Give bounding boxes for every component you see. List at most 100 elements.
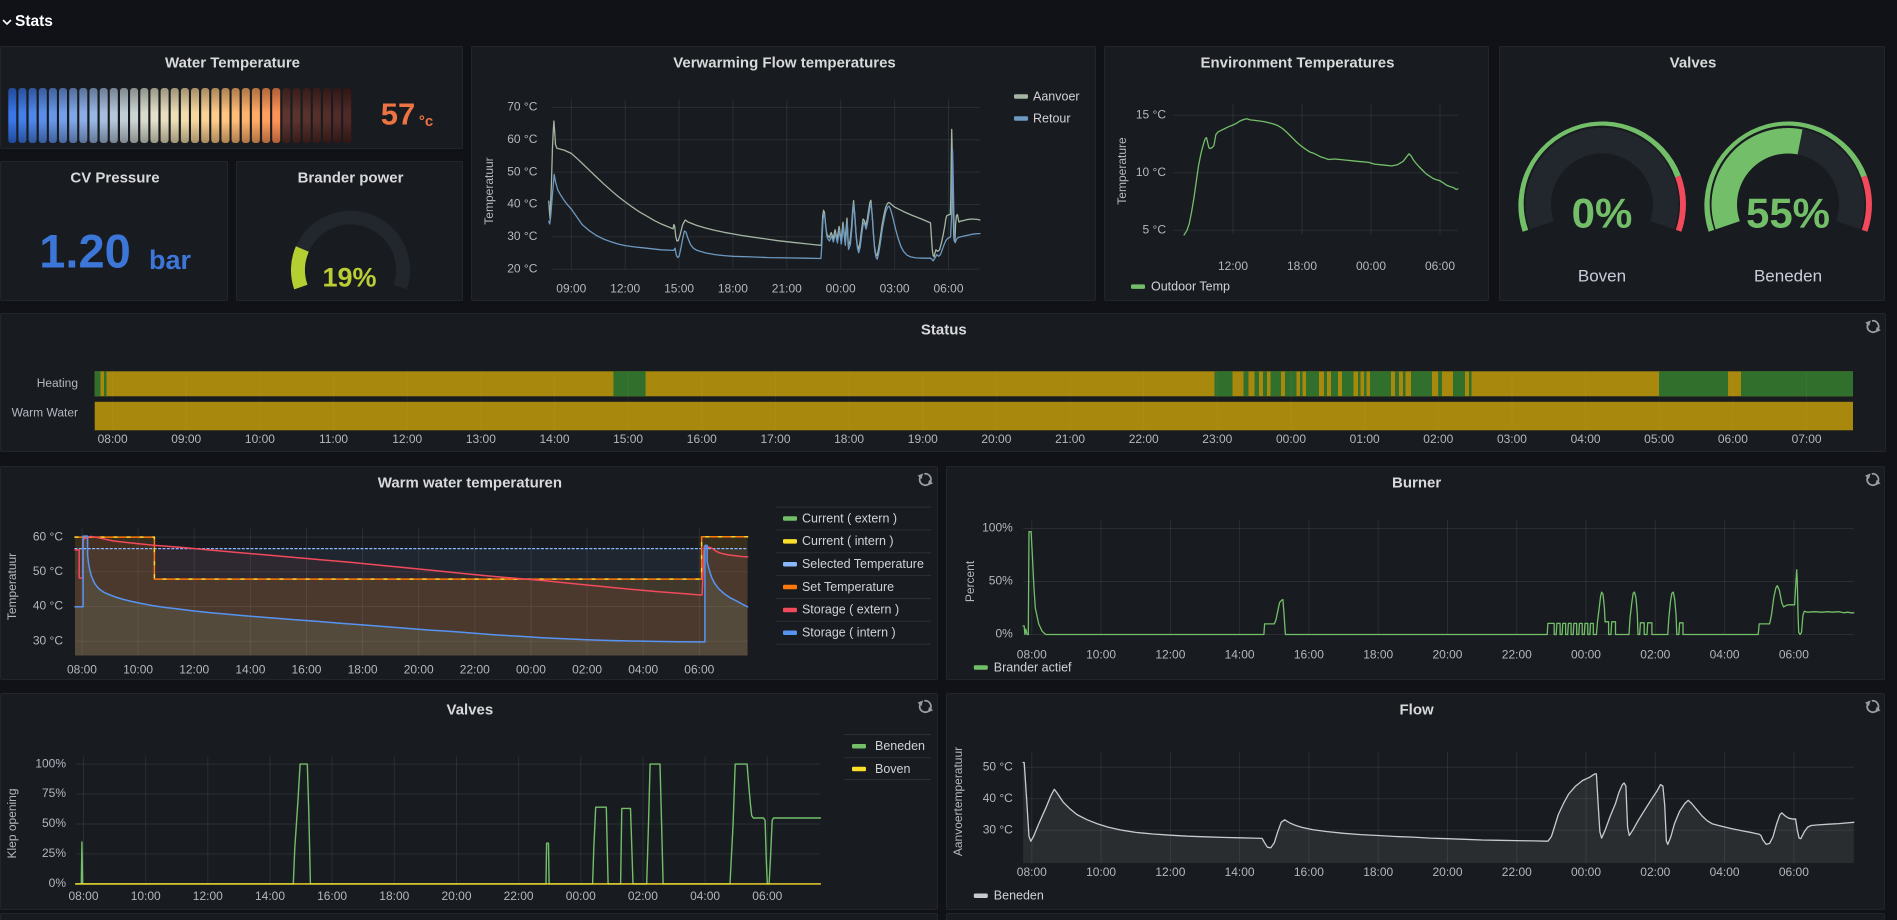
svg-text:Storage ( extern ): Storage ( extern ) xyxy=(802,602,899,616)
svg-text:Boven: Boven xyxy=(1578,266,1626,285)
svg-text:20:00: 20:00 xyxy=(1433,865,1463,879)
svg-text:04:00: 04:00 xyxy=(628,662,658,676)
svg-text:15 °C: 15 °C xyxy=(1136,107,1166,121)
svg-text:Outdoor Temp: Outdoor Temp xyxy=(1151,279,1230,293)
svg-text:21:00: 21:00 xyxy=(1055,432,1085,446)
svg-text:13:00: 13:00 xyxy=(466,432,496,446)
svg-text:bar: bar xyxy=(149,245,192,275)
svg-text:04:00: 04:00 xyxy=(1710,647,1740,661)
svg-text:14:00: 14:00 xyxy=(255,889,285,903)
svg-text:15:00: 15:00 xyxy=(664,281,694,295)
svg-text:10:00: 10:00 xyxy=(131,889,161,903)
svg-text:0%: 0% xyxy=(1572,190,1633,237)
svg-text:08:00: 08:00 xyxy=(67,662,97,676)
svg-text:70 °C: 70 °C xyxy=(507,100,537,114)
svg-text:08:00: 08:00 xyxy=(1017,865,1047,879)
svg-text:Percent: Percent xyxy=(963,560,977,602)
svg-text:10 °C: 10 °C xyxy=(1136,165,1166,179)
svg-text:Selected Temperature: Selected Temperature xyxy=(802,556,924,570)
svg-text:40 °C: 40 °C xyxy=(507,197,537,211)
svg-text:14:00: 14:00 xyxy=(1225,865,1255,879)
svg-text:Heating: Heating xyxy=(37,376,78,390)
svg-text:Beneden: Beneden xyxy=(1754,266,1822,285)
svg-text:Warm Water: Warm Water xyxy=(12,405,78,419)
svg-text:20:00: 20:00 xyxy=(981,432,1011,446)
svg-text:Beneden: Beneden xyxy=(994,888,1044,902)
svg-text:00:00: 00:00 xyxy=(1571,647,1601,661)
svg-text:12:00: 12:00 xyxy=(610,281,640,295)
svg-text:06:00: 06:00 xyxy=(1779,865,1809,879)
svg-text:Temperatuur: Temperatuur xyxy=(482,157,496,224)
svg-text:Klep opening: Klep opening xyxy=(5,788,19,858)
svg-text:Verwarming Flow temperatures: Verwarming Flow temperatures xyxy=(673,54,896,71)
svg-text:07:00: 07:00 xyxy=(1792,432,1822,446)
svg-text:5 °C: 5 °C xyxy=(1143,222,1167,236)
svg-text:Set Temperature: Set Temperature xyxy=(802,579,894,593)
svg-text:00:00: 00:00 xyxy=(566,889,596,903)
svg-text:Environment Temperatures: Environment Temperatures xyxy=(1201,54,1395,71)
svg-text:°c: °c xyxy=(419,113,433,130)
svg-text:08:00: 08:00 xyxy=(1017,647,1047,661)
svg-text:10:00: 10:00 xyxy=(123,662,153,676)
svg-text:25%: 25% xyxy=(42,846,66,860)
svg-text:00:00: 00:00 xyxy=(1571,865,1601,879)
svg-text:12:00: 12:00 xyxy=(1156,865,1186,879)
svg-text:06:00: 06:00 xyxy=(1425,259,1455,273)
svg-text:Beneden: Beneden xyxy=(875,739,925,753)
svg-text:12:00: 12:00 xyxy=(193,889,223,903)
svg-text:30 °C: 30 °C xyxy=(507,229,537,243)
svg-text:20:00: 20:00 xyxy=(441,889,471,903)
svg-text:0%: 0% xyxy=(996,626,1014,640)
svg-text:Brander power: Brander power xyxy=(298,169,404,186)
svg-text:60 °C: 60 °C xyxy=(507,132,537,146)
svg-text:Aanvoer: Aanvoer xyxy=(1033,89,1080,103)
svg-text:21:00: 21:00 xyxy=(772,281,802,295)
svg-text:10:00: 10:00 xyxy=(245,432,275,446)
svg-text:16:00: 16:00 xyxy=(687,432,717,446)
svg-text:02:00: 02:00 xyxy=(1423,432,1453,446)
svg-text:16:00: 16:00 xyxy=(1294,865,1324,879)
svg-text:09:00: 09:00 xyxy=(556,281,586,295)
svg-text:18:00: 18:00 xyxy=(1287,259,1317,273)
svg-text:22:00: 22:00 xyxy=(1129,432,1159,446)
svg-text:15:00: 15:00 xyxy=(613,432,643,446)
svg-text:08:00: 08:00 xyxy=(98,432,128,446)
svg-text:03:00: 03:00 xyxy=(1497,432,1527,446)
svg-text:20:00: 20:00 xyxy=(404,662,434,676)
svg-text:06:00: 06:00 xyxy=(1779,647,1809,661)
svg-text:17:00: 17:00 xyxy=(761,432,791,446)
svg-text:14:00: 14:00 xyxy=(235,662,265,676)
svg-text:60 °C: 60 °C xyxy=(33,529,63,543)
svg-text:19:00: 19:00 xyxy=(908,432,938,446)
svg-text:CV Pressure: CV Pressure xyxy=(70,169,159,186)
svg-text:50 °C: 50 °C xyxy=(33,563,63,577)
svg-text:10:00: 10:00 xyxy=(1086,647,1116,661)
svg-text:Aanvoertemperatuur: Aanvoertemperatuur xyxy=(951,746,965,855)
svg-text:18:00: 18:00 xyxy=(379,889,409,903)
svg-text:18:00: 18:00 xyxy=(1363,647,1393,661)
svg-text:06:00: 06:00 xyxy=(684,662,714,676)
svg-text:Brander actief: Brander actief xyxy=(994,660,1072,674)
svg-text:Valves: Valves xyxy=(1670,54,1717,71)
svg-text:02:00: 02:00 xyxy=(628,889,658,903)
svg-text:Current ( intern ): Current ( intern ) xyxy=(802,534,894,548)
svg-text:04:00: 04:00 xyxy=(1571,432,1601,446)
svg-text:16:00: 16:00 xyxy=(1294,647,1324,661)
svg-text:Temperature: Temperature xyxy=(1115,137,1129,205)
svg-text:Flow: Flow xyxy=(1400,701,1434,718)
svg-text:0%: 0% xyxy=(49,876,67,890)
svg-text:100%: 100% xyxy=(35,756,66,770)
svg-text:05:00: 05:00 xyxy=(1644,432,1674,446)
svg-text:Status: Status xyxy=(921,321,967,338)
svg-text:22:00: 22:00 xyxy=(1502,647,1532,661)
svg-text:Storage ( intern ): Storage ( intern ) xyxy=(802,625,896,639)
svg-text:50 °C: 50 °C xyxy=(983,759,1013,773)
svg-text:12:00: 12:00 xyxy=(1218,259,1248,273)
svg-text:06:00: 06:00 xyxy=(1718,432,1748,446)
svg-text:02:00: 02:00 xyxy=(1640,865,1670,879)
svg-text:Temperatuur: Temperatuur xyxy=(5,552,19,619)
svg-text:06:00: 06:00 xyxy=(752,889,782,903)
svg-text:11:00: 11:00 xyxy=(319,432,348,446)
svg-text:06:00: 06:00 xyxy=(933,281,963,295)
svg-text:14:00: 14:00 xyxy=(540,432,570,446)
